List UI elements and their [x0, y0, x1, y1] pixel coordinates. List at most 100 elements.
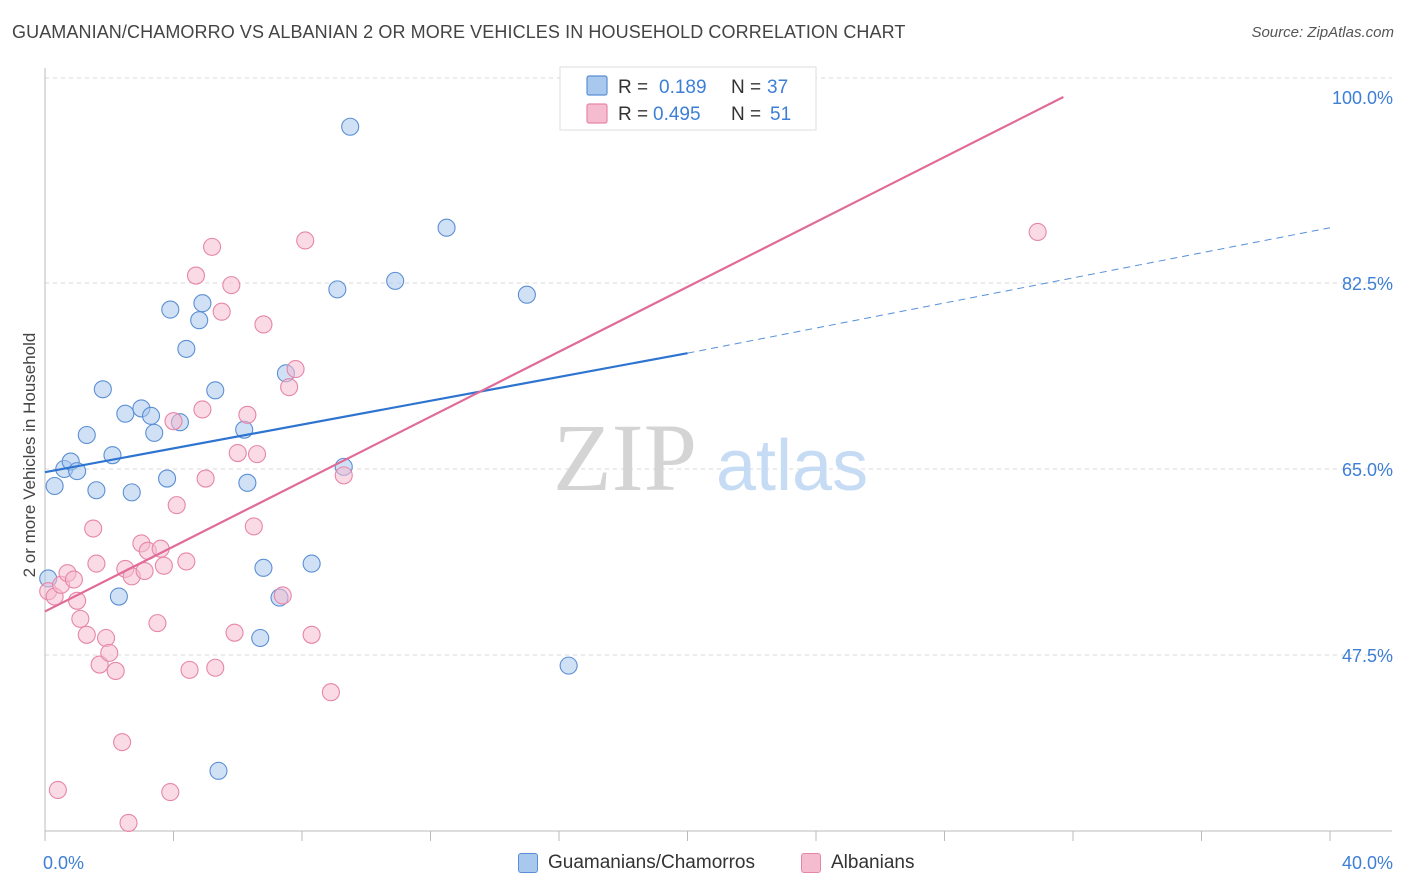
y-axis-label: 2 or more Vehicles in Household [20, 333, 39, 578]
guamanian-point-36 [559, 656, 578, 675]
stats-n-label-2: N = [731, 104, 761, 125]
albanian-point-20 [135, 561, 154, 581]
albanian-point-15 [113, 733, 132, 752]
albanian-point-2 [48, 780, 67, 800]
guamanian-point-18 [177, 339, 196, 358]
albanian-point-47 [302, 625, 321, 644]
albanian-point-49 [334, 466, 353, 485]
legend-swatch-blue [518, 853, 538, 873]
guamanian-point-6 [87, 481, 106, 500]
legend-label-guamanians: Guamanians/Chamorros [548, 852, 755, 873]
guamanian-point-20 [193, 294, 212, 313]
guamanian-point-21 [206, 381, 225, 400]
guamanian-point-29 [302, 554, 321, 573]
albanian-point-26 [164, 412, 183, 431]
stats-legend: R = 0.189 N = 37 R = 0.495 N = 51 [559, 66, 817, 131]
albanian-point-28 [177, 552, 196, 571]
guamanian-point-34 [437, 218, 456, 237]
albanian-point-11 [90, 655, 109, 674]
x-tick-label-1: 40.0% [1342, 853, 1393, 873]
albanian-point-36 [222, 276, 241, 295]
albanian-point-48 [321, 683, 340, 702]
albanian-point-46 [296, 231, 315, 250]
stats-n-label-1: N = [731, 77, 761, 98]
x-tick-label-0: 0.0% [43, 853, 84, 873]
albanian-point-5 [64, 570, 83, 589]
y-tick-label-3: 100.0% [1332, 88, 1393, 108]
guamanian-point-30 [328, 280, 347, 299]
albanian-point-33 [203, 237, 222, 256]
stats-r-value-1: 0.189 [659, 77, 707, 98]
guamanian-point-11 [122, 483, 141, 502]
albanian-point-10 [87, 554, 106, 573]
albanian-trend-line [44, 96, 1064, 613]
stats-n-value-2: 51 [770, 104, 791, 125]
albanian-point-7 [71, 609, 90, 628]
legend-item-guamanians: Guamanians/Chamorros [518, 852, 755, 874]
albanian-point-34 [206, 658, 225, 677]
albanian-point-25 [161, 783, 180, 802]
stats-n-value-1: 37 [767, 77, 788, 98]
guamanian-point-24 [238, 473, 257, 492]
albanian-point-14 [106, 661, 125, 680]
y-tick-label-1: 65.0% [1342, 460, 1393, 480]
guamanian-point-19 [190, 311, 209, 330]
guamanian-trend-line [44, 352, 688, 474]
stats-r-label-1: R = [618, 77, 648, 98]
albanian-point-38 [228, 444, 247, 463]
albanian-point-9 [84, 519, 103, 538]
axes [44, 68, 1392, 841]
trend-lines [44, 96, 1331, 613]
albanian-point-50 [1028, 222, 1047, 242]
albanian-point-35 [212, 302, 231, 321]
stats-r-label-2: R = [618, 104, 648, 125]
guamanian-point-9 [109, 587, 128, 606]
guamanian-point-33 [386, 271, 405, 290]
chart-title: GUAMANIAN/CHAMORRO VS ALBANIAN 2 OR MORE… [12, 22, 906, 42]
albanian-point-43 [273, 586, 292, 605]
albanian-point-32 [196, 469, 215, 488]
stats-legend-swatch-blue [586, 75, 608, 96]
albanian-point-27 [167, 496, 186, 515]
guamanian-point-1 [45, 476, 64, 496]
albanian-point-44 [280, 378, 299, 397]
albanian-point-37 [225, 623, 244, 642]
albanian-point-31 [193, 400, 212, 419]
guamanian-point-26 [251, 628, 270, 648]
guamanian-trend-extension [687, 227, 1331, 354]
guamanian-point-25 [254, 558, 273, 577]
albanian-point-13 [100, 643, 119, 662]
y-tick-label-2: 82.5% [1342, 274, 1393, 294]
albanian-point-39 [238, 405, 257, 424]
data-points [39, 117, 1047, 832]
legend-swatch-pink [801, 853, 821, 873]
albanian-point-45 [286, 360, 305, 379]
legend-label-albanians: Albanians [831, 852, 915, 873]
guamanian-point-16 [161, 300, 180, 319]
bottom-legend: Guamanians/Chamorros Albanians [0, 852, 1406, 878]
grid-lines [45, 77, 1392, 656]
albanian-point-29 [180, 660, 199, 679]
stats-r-value-2: 0.495 [653, 104, 701, 125]
albanian-point-12 [96, 628, 116, 648]
y-tick-label-0: 47.5% [1342, 646, 1393, 666]
watermark-zip: ZIP [553, 404, 697, 511]
albanian-point-23 [151, 539, 170, 558]
guamanian-point-35 [517, 285, 536, 304]
guamanian-point-14 [145, 423, 164, 442]
guamanian-point-10 [116, 404, 135, 423]
albanian-point-42 [254, 315, 273, 334]
albanian-point-8 [77, 625, 96, 644]
source-label: Source: ZipAtlas.com [1251, 24, 1394, 41]
albanian-point-30 [186, 266, 206, 285]
legend-item-albanians: Albanians [801, 852, 914, 874]
axis-labels: 47.5% 65.0% 82.5% 100.0% 0.0% 40.0% [43, 88, 1393, 873]
albanian-point-24 [154, 556, 173, 575]
watermark-atlas: atlas [716, 426, 868, 506]
albanian-point-41 [247, 445, 267, 464]
guamanian-point-5 [77, 425, 96, 445]
guamanian-point-32 [341, 117, 360, 136]
albanian-point-40 [244, 517, 263, 536]
guamanian-point-15 [158, 469, 177, 488]
